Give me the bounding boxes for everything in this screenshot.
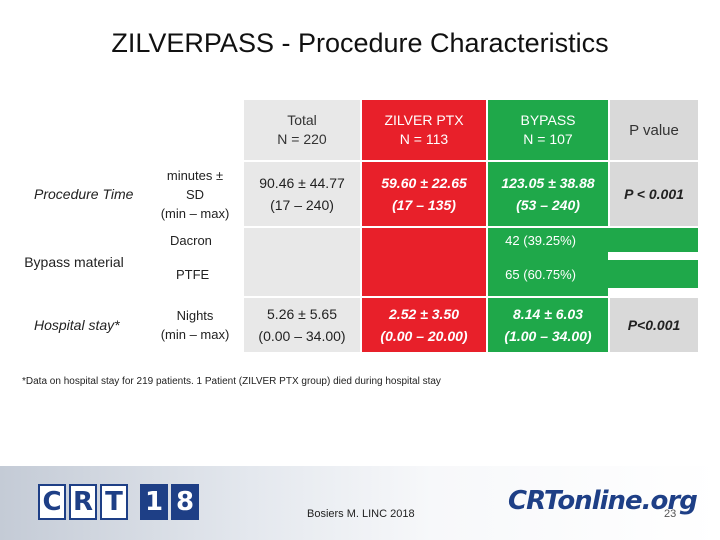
sublabel-line: minutes ± xyxy=(166,167,224,183)
value-line: (1.00 – 34.00) xyxy=(504,328,592,344)
sublabel-line: (min – max) xyxy=(160,327,230,342)
value-line: 5.26 ± 5.65 xyxy=(267,306,337,322)
logo-letter: C xyxy=(38,484,66,520)
ptfe-value: 65 (60.75%) xyxy=(488,260,698,288)
sublabel-line: SD xyxy=(185,186,205,202)
header-zilver-label: ZILVER PTX xyxy=(384,112,464,128)
header-bypass-label: BYPASS xyxy=(520,112,576,128)
value-line: 123.05 ± 38.88 xyxy=(501,175,595,191)
header-total-n: N = 220 xyxy=(277,131,327,147)
procedure-time-pvalue: P < 0.001 xyxy=(610,162,698,226)
crt18-logo: C R T 1 8 xyxy=(38,484,199,520)
bypass-material-total xyxy=(244,228,360,296)
dacron-label: Dacron xyxy=(170,232,212,248)
value-line: (53 – 240) xyxy=(516,197,580,213)
value-line: 8.14 ± 6.03 xyxy=(513,306,583,322)
footnote: *Data on hospital stay for 219 patients.… xyxy=(22,376,441,387)
presenter-credit: Bosiers M. LINC 2018 xyxy=(307,508,415,520)
sublabel-line: (min – max) xyxy=(160,205,230,221)
value-line: (0.00 – 34.00) xyxy=(258,328,346,344)
crtonline-logo: CRTonline.org xyxy=(508,486,698,516)
bypass-material-bypass-gap xyxy=(488,252,608,260)
hospital-stay-total: 5.26 ± 5.65 (0.00 – 34.00) xyxy=(244,298,360,352)
hospital-stay-bypass: 8.14 ± 6.03 (1.00 – 34.00) xyxy=(488,298,608,352)
procedure-time-total: 90.46 ± 44.77 (17 – 240) xyxy=(244,162,360,226)
value-line: (17 – 135) xyxy=(392,197,456,213)
logo-letter: R xyxy=(69,484,97,520)
header-total: Total N = 220 xyxy=(244,100,360,160)
sublabel-line: Nights xyxy=(176,308,214,323)
value-line: 59.60 ± 22.65 xyxy=(381,175,467,191)
logo-letter: 1 xyxy=(140,484,168,520)
row-label-procedure-time: Procedure Time xyxy=(34,186,134,202)
ptfe-label: PTFE xyxy=(176,266,210,282)
row-label-hospital-stay: Hospital stay* xyxy=(34,317,120,333)
procedure-time-zilver: 59.60 ± 22.65 (17 – 135) xyxy=(362,162,486,226)
logo-letter: 8 xyxy=(171,484,199,520)
procedure-time-sublabel: minutes ± SD (min – max) xyxy=(148,162,242,226)
header-bypass: BYPASS N = 107 xyxy=(488,100,608,160)
value-line: 2.52 ± 3.50 xyxy=(389,306,459,322)
header-pvalue: P value xyxy=(610,100,698,160)
bypass-material-zilver xyxy=(362,228,486,296)
header-zilver-n: N = 113 xyxy=(399,131,449,147)
value-line: (17 – 240) xyxy=(270,197,334,213)
logo-letter: T xyxy=(100,484,128,520)
hospital-stay-pvalue: P<0.001 xyxy=(610,298,698,352)
row-label-bypass-material: Bypass material xyxy=(24,254,124,270)
hospital-stay-zilver: 2.52 ± 3.50 (0.00 – 20.00) xyxy=(362,298,486,352)
procedure-time-bypass: 123.05 ± 38.88 (53 – 240) xyxy=(488,162,608,226)
header-bypass-n: N = 107 xyxy=(523,131,573,147)
hospital-stay-sublabel: Nights (min – max) xyxy=(148,298,242,352)
header-zilver: ZILVER PTX N = 113 xyxy=(362,100,486,160)
value-line: 90.46 ± 44.77 xyxy=(259,175,345,191)
header-total-label: Total xyxy=(287,112,317,128)
bypass-material-bypass-bottom xyxy=(488,288,608,296)
dacron-value: 42 (39.25%) xyxy=(488,228,698,252)
slide-title: ZILVERPASS - Procedure Characteristics xyxy=(111,28,609,58)
logo-spacer xyxy=(131,484,137,520)
page-number: 23 xyxy=(664,508,677,520)
value-line: (0.00 – 20.00) xyxy=(380,328,468,344)
